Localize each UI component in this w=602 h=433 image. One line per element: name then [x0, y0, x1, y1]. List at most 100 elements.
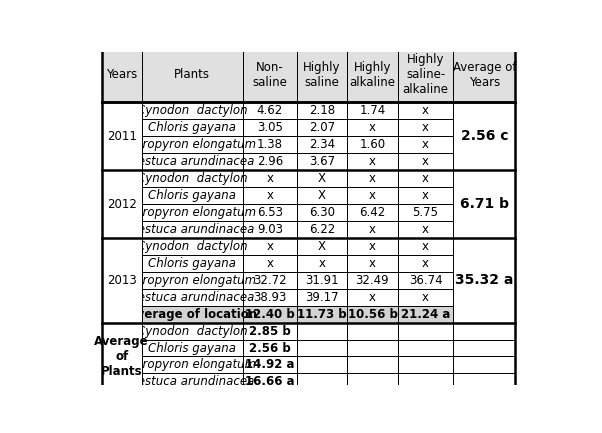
- Bar: [453, 339, 515, 356]
- Bar: [243, 289, 297, 306]
- Bar: [297, 323, 347, 339]
- Text: Festuca arundinacea: Festuca arundinacea: [131, 155, 254, 168]
- Bar: [398, 47, 453, 102]
- Bar: [453, 238, 515, 255]
- Text: x: x: [318, 257, 326, 270]
- Bar: [142, 102, 243, 120]
- Text: Festuca arundinacea: Festuca arundinacea: [131, 375, 254, 388]
- Text: 3.05: 3.05: [257, 121, 283, 134]
- Bar: [102, 306, 142, 323]
- Text: x: x: [422, 104, 429, 117]
- Text: Cynodon  dactylon: Cynodon dactylon: [137, 240, 247, 253]
- Bar: [453, 272, 515, 289]
- Bar: [102, 323, 142, 339]
- Text: 32.72: 32.72: [253, 274, 287, 287]
- Bar: [102, 323, 142, 391]
- Text: 2.85 b: 2.85 b: [249, 325, 291, 338]
- Text: 3.67: 3.67: [309, 155, 335, 168]
- Bar: [243, 47, 297, 102]
- Text: x: x: [422, 189, 429, 202]
- Bar: [398, 373, 453, 391]
- Bar: [347, 238, 398, 255]
- Text: 38.93: 38.93: [253, 291, 287, 304]
- Text: 12.40 b: 12.40 b: [245, 307, 294, 321]
- Text: Highly
alkaline: Highly alkaline: [350, 61, 396, 89]
- Text: x: x: [422, 240, 429, 253]
- Text: 2013: 2013: [107, 274, 137, 287]
- Text: x: x: [369, 240, 376, 253]
- Bar: [453, 170, 515, 187]
- Text: Chloris gayana: Chloris gayana: [148, 189, 236, 202]
- Text: 14.92 a: 14.92 a: [245, 359, 294, 372]
- Bar: [102, 204, 142, 221]
- Bar: [347, 221, 398, 238]
- Bar: [297, 356, 347, 373]
- Bar: [453, 289, 515, 306]
- Bar: [142, 323, 243, 339]
- Bar: [243, 323, 297, 339]
- Bar: [453, 204, 515, 221]
- Bar: [297, 47, 347, 102]
- Bar: [102, 356, 142, 373]
- Text: Cynodon  dactylon: Cynodon dactylon: [137, 172, 247, 185]
- Bar: [398, 323, 453, 339]
- Bar: [398, 153, 453, 170]
- Text: X: X: [318, 240, 326, 253]
- Text: 35.32 a: 35.32 a: [455, 273, 514, 287]
- Bar: [347, 323, 398, 339]
- Bar: [102, 373, 142, 391]
- Bar: [102, 153, 142, 170]
- Bar: [453, 255, 515, 272]
- Text: X: X: [318, 189, 326, 202]
- Text: x: x: [369, 257, 376, 270]
- Bar: [347, 339, 398, 356]
- Bar: [297, 204, 347, 221]
- Bar: [297, 102, 347, 120]
- Bar: [453, 120, 515, 136]
- Bar: [142, 373, 243, 391]
- Text: x: x: [422, 138, 429, 151]
- Bar: [142, 356, 243, 373]
- Bar: [297, 238, 347, 255]
- Bar: [297, 272, 347, 289]
- Bar: [142, 289, 243, 306]
- Text: Cynodon  dactylon: Cynodon dactylon: [137, 325, 247, 338]
- Text: x: x: [422, 257, 429, 270]
- Text: 9.03: 9.03: [257, 223, 283, 236]
- Bar: [243, 272, 297, 289]
- Text: 4.62: 4.62: [256, 104, 283, 117]
- Text: Years: Years: [106, 68, 137, 81]
- Bar: [453, 187, 515, 204]
- Bar: [243, 120, 297, 136]
- Text: Agropyron elongatum: Agropyron elongatum: [128, 359, 257, 372]
- Text: Chloris gayana: Chloris gayana: [148, 257, 236, 270]
- Bar: [347, 255, 398, 272]
- Text: 6.42: 6.42: [359, 206, 386, 219]
- Text: Average of location: Average of location: [128, 307, 257, 321]
- Bar: [453, 136, 515, 153]
- Text: 21.24 a: 21.24 a: [401, 307, 450, 321]
- Bar: [142, 238, 243, 255]
- Text: Festuca arundinacea: Festuca arundinacea: [131, 223, 254, 236]
- Text: x: x: [422, 172, 429, 185]
- Bar: [243, 187, 297, 204]
- Bar: [347, 204, 398, 221]
- Bar: [102, 238, 142, 255]
- Bar: [142, 204, 243, 221]
- Bar: [243, 153, 297, 170]
- Bar: [102, 47, 142, 102]
- Bar: [243, 136, 297, 153]
- Text: 2011: 2011: [107, 130, 137, 143]
- Text: x: x: [369, 189, 376, 202]
- Text: x: x: [422, 223, 429, 236]
- Text: 1.38: 1.38: [257, 138, 283, 151]
- Text: x: x: [369, 121, 376, 134]
- Bar: [102, 136, 142, 153]
- Bar: [102, 102, 142, 170]
- Bar: [347, 153, 398, 170]
- Text: Highly
saline: Highly saline: [303, 61, 341, 89]
- Bar: [297, 255, 347, 272]
- Text: Average of
Years: Average of Years: [453, 61, 516, 89]
- Bar: [347, 356, 398, 373]
- Bar: [297, 153, 347, 170]
